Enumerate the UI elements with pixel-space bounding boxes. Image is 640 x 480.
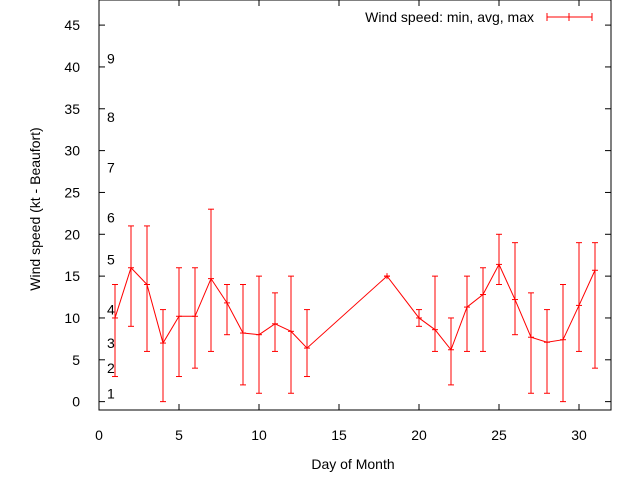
beaufort-label: 3 (107, 335, 115, 351)
beaufort-label: 2 (107, 360, 115, 376)
x-tick-label: 15 (331, 427, 347, 443)
y-tick-label: 5 (72, 352, 80, 368)
x-tick-label: 25 (491, 427, 507, 443)
beaufort-label: 6 (107, 210, 115, 226)
beaufort-label: 7 (107, 159, 115, 175)
x-axis-label: Day of Month (311, 456, 394, 472)
plot-frame (98, 0, 612, 411)
y-tick-label: 40 (64, 59, 80, 75)
beaufort-label: 8 (107, 109, 115, 125)
series-layer (112, 208, 598, 403)
beaufort-label: 1 (107, 385, 115, 401)
y-tick-label: 15 (64, 268, 80, 284)
x-tick-label: 10 (251, 427, 267, 443)
x-tick-label: 20 (411, 427, 427, 443)
legend-label: Wind speed: min, avg, max (365, 9, 534, 25)
y-tick-label: 10 (64, 310, 80, 326)
y-axis-label: Wind speed (kt - Beaufort) (27, 127, 43, 290)
x-tick-label: 5 (175, 427, 183, 443)
y-tick-label: 30 (64, 143, 80, 159)
beaufort-label: 4 (107, 302, 115, 318)
x-tick-label: 30 (571, 427, 587, 443)
beaufort-label: 9 (107, 51, 115, 67)
beaufort-scale-labels: 1 2 3 4 5 6 7 8 9 (107, 51, 115, 402)
y-tick-label: 25 (64, 184, 80, 200)
legend: Wind speed: min, avg, max (365, 9, 593, 25)
y-tick-label: 35 (64, 101, 80, 117)
beaufort-label: 5 (107, 251, 115, 267)
y-tick-label: 45 (64, 17, 80, 33)
x-tick-label: 0 (95, 427, 103, 443)
series-line (114, 263, 596, 351)
x-axis: 0 5 10 15 20 25 30 (95, 0, 587, 443)
y-tick-label: 20 (64, 226, 80, 242)
y-tick-label: 0 (72, 394, 80, 410)
